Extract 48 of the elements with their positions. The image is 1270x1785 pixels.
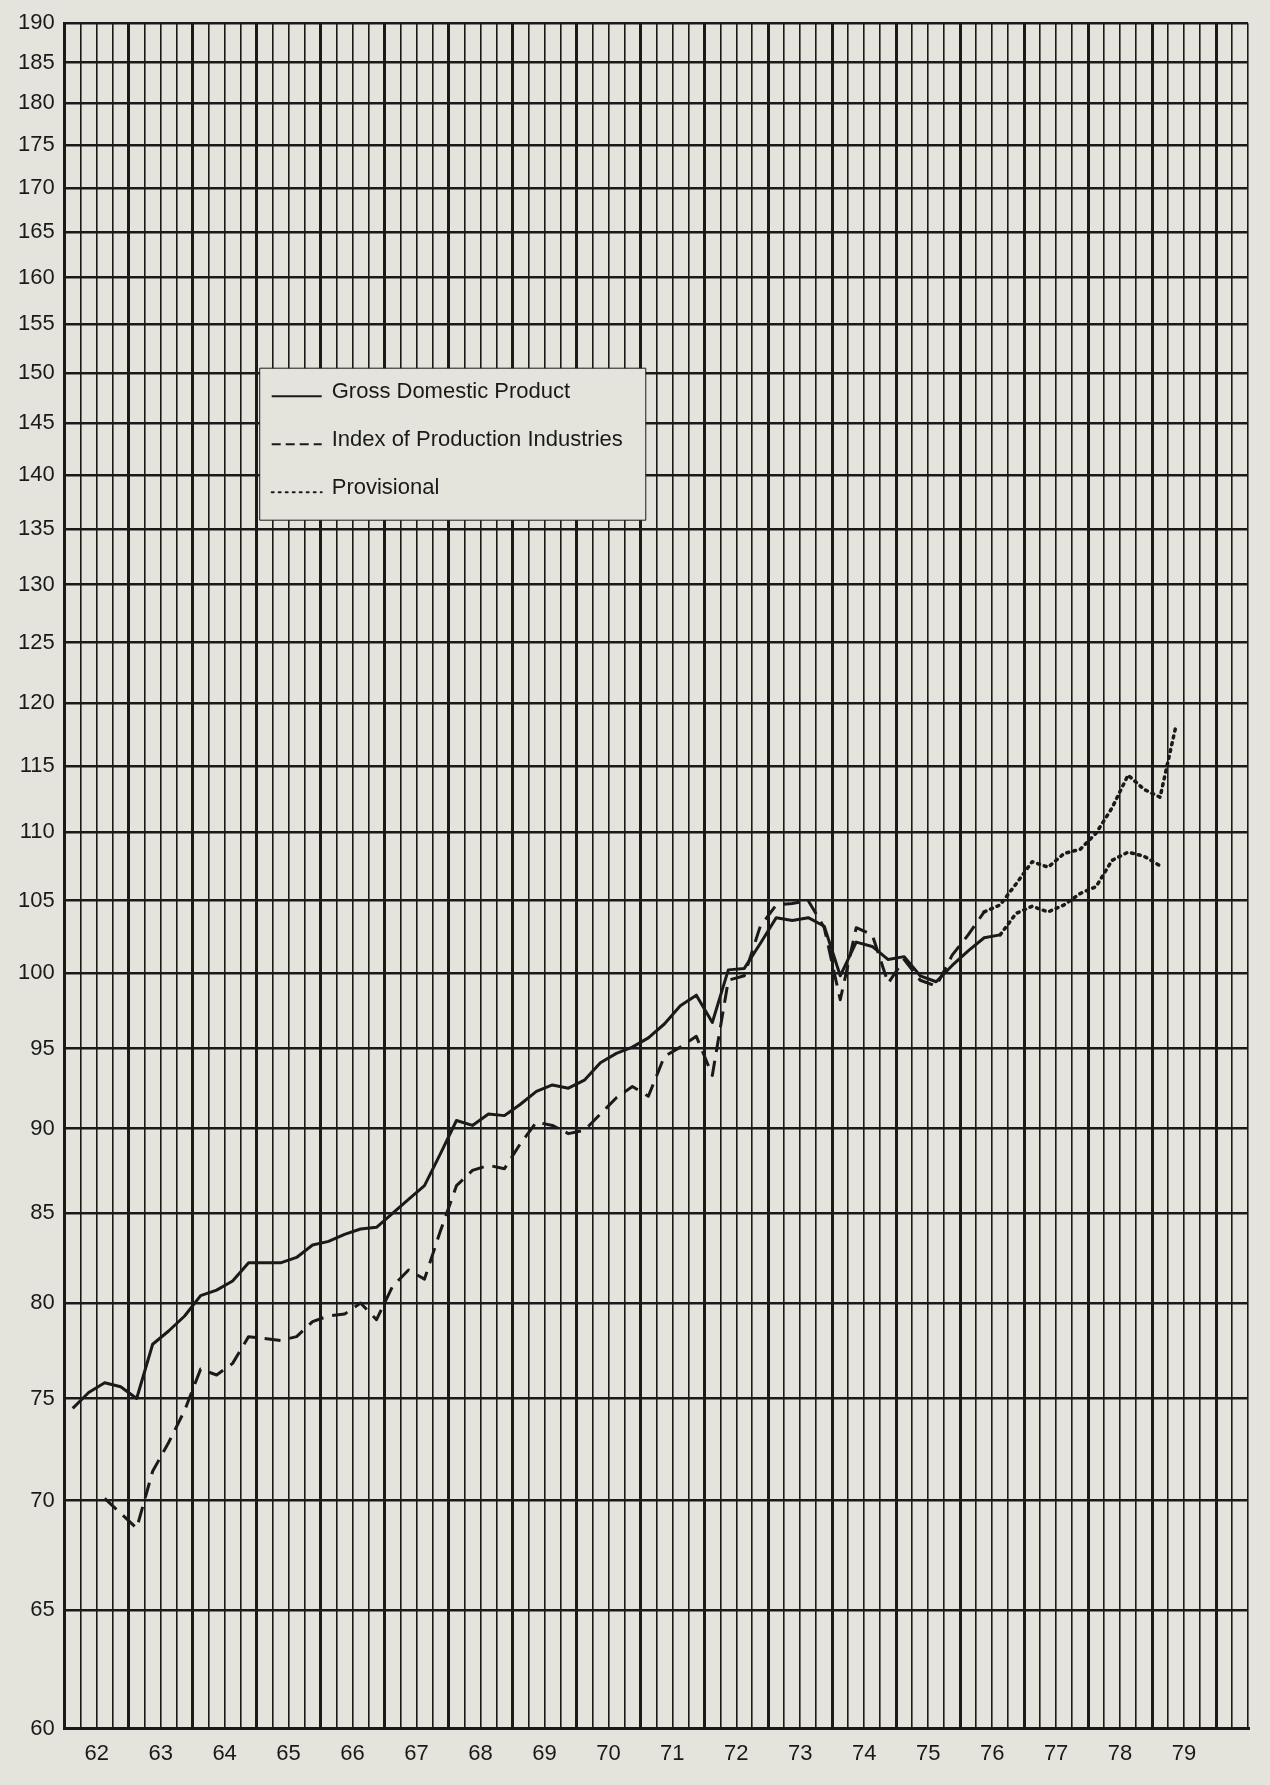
x-tick-label: 72 xyxy=(724,1739,749,1765)
y-tick-label: 95 xyxy=(30,1034,55,1060)
x-tick-label: 68 xyxy=(468,1739,493,1765)
y-tick-label: 100 xyxy=(17,958,55,984)
x-tick-label: 76 xyxy=(979,1739,1005,1765)
legend-label: Index of Production Industries xyxy=(331,426,623,452)
y-tick-label: 150 xyxy=(17,359,55,384)
y-tick-label: 170 xyxy=(17,173,55,199)
x-tick-label: 69 xyxy=(532,1739,557,1765)
y-tick-label: 185 xyxy=(17,48,55,74)
legend-label: Provisional xyxy=(331,474,440,500)
x-tick-label: 64 xyxy=(212,1739,237,1765)
y-tick-label: 175 xyxy=(17,130,55,156)
y-tick-label: 60 xyxy=(30,1714,55,1740)
y-tick-label: 130 xyxy=(17,570,55,596)
y-tick-label: 165 xyxy=(17,217,55,243)
y-tick-label: 120 xyxy=(17,689,55,715)
y-tick-label: 140 xyxy=(17,461,55,487)
y-tick-label: 160 xyxy=(17,263,55,289)
x-tick-label: 73 xyxy=(788,1739,813,1765)
x-tick-label: 63 xyxy=(148,1739,173,1765)
y-tick-label: 80 xyxy=(30,1289,55,1315)
y-tick-label: 105 xyxy=(17,886,55,912)
x-tick-label: 65 xyxy=(276,1739,301,1765)
y-tick-label: 65 xyxy=(30,1596,55,1622)
y-tick-label: 155 xyxy=(17,310,55,336)
x-tick-label: 70 xyxy=(596,1739,621,1765)
y-tick-label: 145 xyxy=(17,409,55,435)
y-tick-label: 125 xyxy=(17,628,55,654)
y-tick-label: 190 xyxy=(17,9,55,35)
y-tick-label: 180 xyxy=(17,89,55,115)
x-tick-label: 79 xyxy=(1171,1739,1197,1765)
y-tick-label: 90 xyxy=(30,1114,55,1140)
y-tick-label: 115 xyxy=(19,752,55,778)
x-tick-label: 75 xyxy=(915,1739,941,1765)
y-tick-label: 75 xyxy=(30,1384,55,1410)
x-tick-label: 62 xyxy=(84,1739,109,1765)
x-tick-label: 78 xyxy=(1107,1739,1133,1765)
x-tick-label: 77 xyxy=(1043,1739,1069,1765)
x-tick-label: 74 xyxy=(851,1739,877,1765)
y-tick-label: 70 xyxy=(30,1486,55,1512)
y-tick-label: 110 xyxy=(19,817,55,843)
x-tick-label: 71 xyxy=(660,1739,685,1765)
y-tick-label: 85 xyxy=(30,1199,55,1225)
x-tick-label: 67 xyxy=(404,1739,429,1765)
x-tick-label: 66 xyxy=(340,1739,365,1765)
y-tick-label: 135 xyxy=(17,514,55,540)
legend-label: Gross Domestic Product xyxy=(331,378,571,404)
